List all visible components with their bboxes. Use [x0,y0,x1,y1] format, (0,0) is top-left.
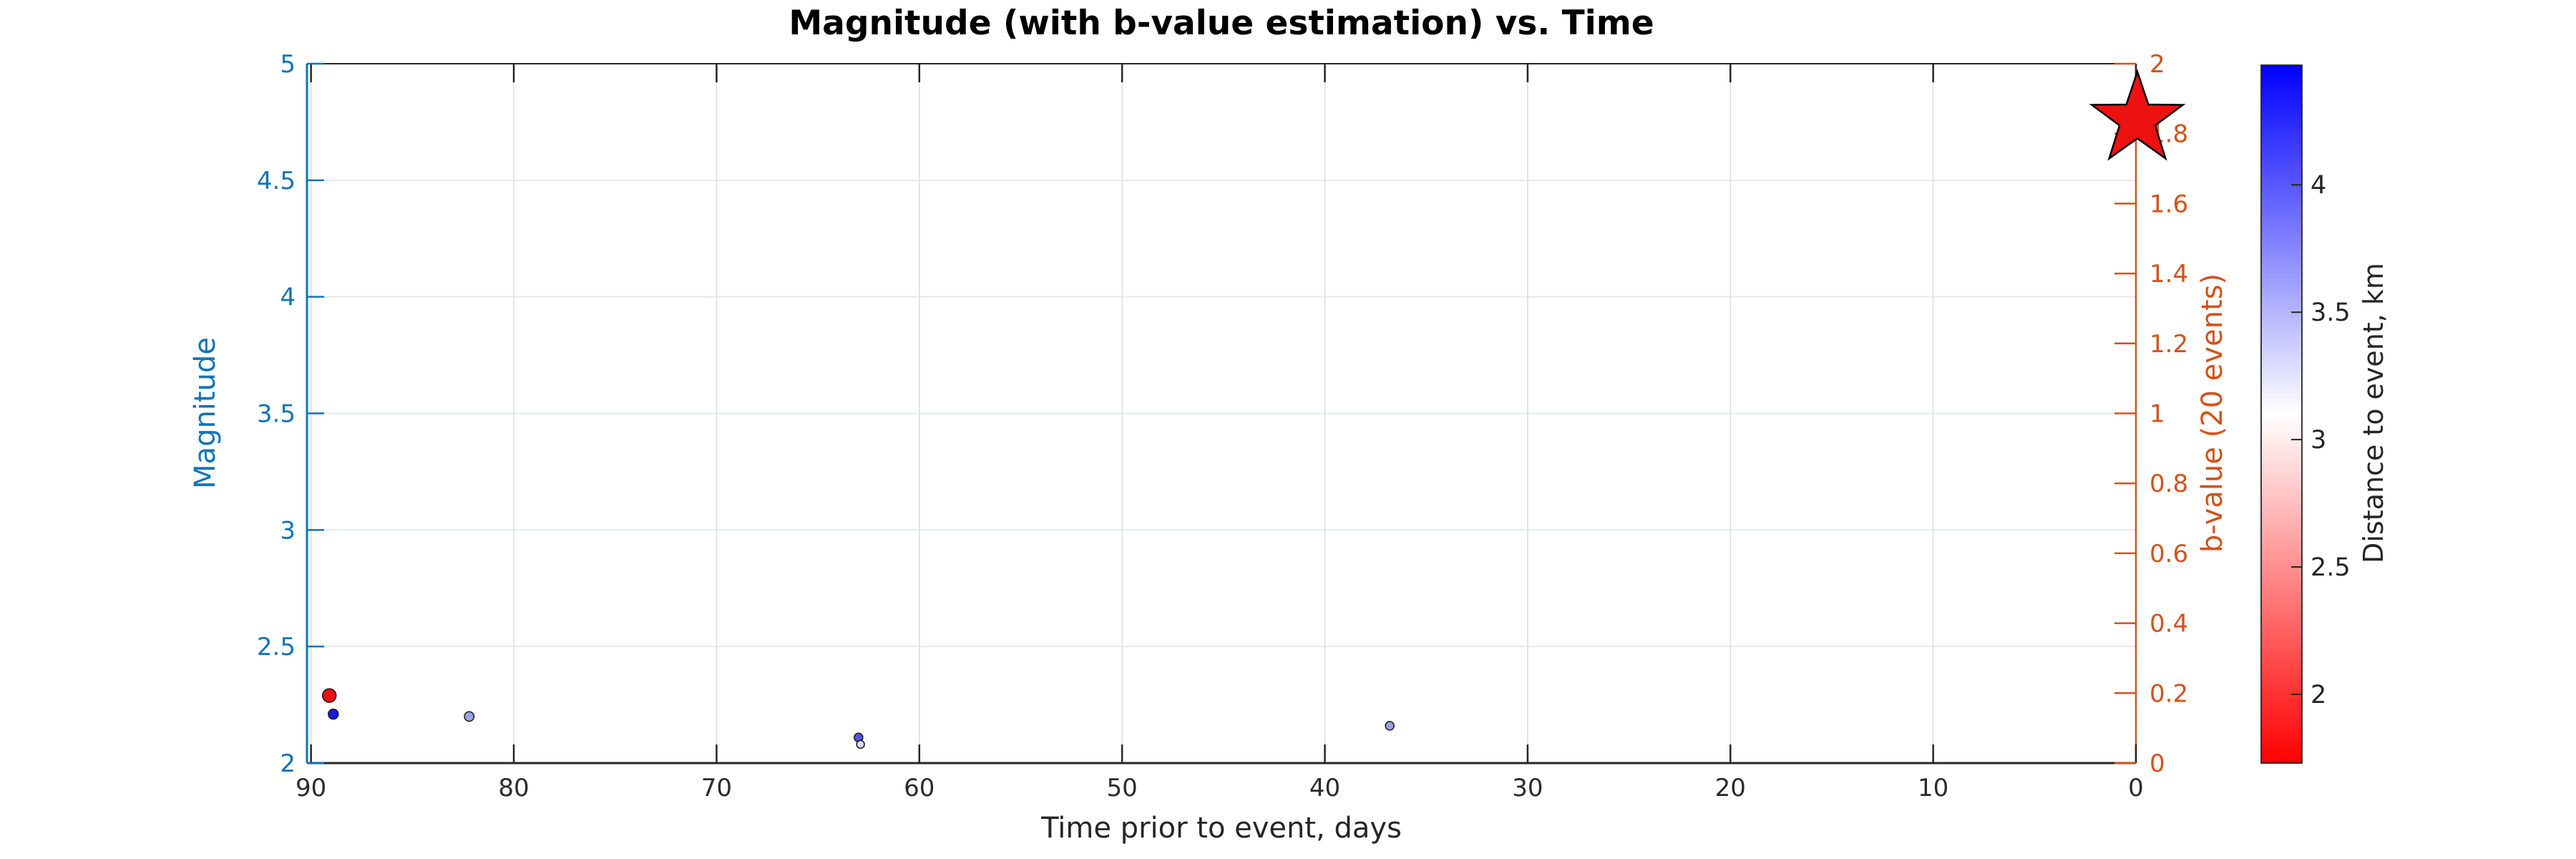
right-y-tick-label: 1.4 [2150,260,2188,288]
left-y-tick-label: 4 [280,283,296,312]
left-y-tick-label: 5 [280,50,296,79]
x-tick-label: 90 [296,774,326,802]
right-y-tick-label: 0.8 [2150,470,2188,498]
left-y-tick-label: 4.5 [257,167,296,195]
data-points [321,688,1395,749]
data-point [1385,721,1395,731]
data-point [321,688,337,703]
right-y-tick-label: 2 [2150,50,2165,79]
x-tick-label: 10 [1918,774,1948,802]
tick-labels: 90 80 70 60 50 40 30 20 10 022.533.544.5500.20.40… [257,50,2188,802]
right-y-tick-label: 1.2 [2150,330,2188,359]
x-tick-label: 70 [701,774,732,802]
chart-title: Magnitude (with b-value estimation) vs. … [789,4,1654,43]
x-tick-label: 20 [1715,774,1746,802]
right-y-tick-label: 0.2 [2150,679,2188,708]
right-y-axis-label: b-value (20 events) [2196,273,2229,553]
colorbar-gradient [2260,64,2303,764]
left-y-tick-label: 3 [280,516,296,545]
data-point [464,711,475,722]
colorbar-tick-label: 3.5 [2311,299,2351,327]
right-y-tick-label: 1.6 [2150,190,2188,218]
left-y-axis-label: Magnitude [189,337,222,489]
colorbar-tick-label: 2.5 [2311,553,2351,582]
x-tick-label: 0 [2128,774,2144,802]
gridlines [307,64,2136,763]
left-y-tick-label: 2 [280,749,296,778]
x-tick-label: 50 [1107,774,1138,802]
left-y-tick-label: 2.5 [257,633,296,661]
mainshock-star-marker [2089,69,2186,161]
colorbar-label: Distance to event, km [2358,263,2389,563]
data-point [856,739,865,749]
right-y-tick-label: 0 [2150,749,2165,778]
x-tick-label: 80 [498,774,529,802]
x-axis-label: Time prior to event, days [1040,812,1402,845]
colorbar: 2 2.5 3 3.5 4 [2260,64,2351,764]
right-y-tick-label: 0.6 [2150,540,2188,568]
colorbar-tick-label: 2 [2311,681,2326,709]
right-y-tick-label: 1 [2150,400,2165,429]
x-tick-label: 30 [1512,774,1543,802]
left-y-tick-label: 3.5 [257,400,296,429]
x-tick-label: 40 [1309,774,1340,802]
x-tick-label: 60 [904,774,935,802]
data-point [328,708,339,720]
mainshock-star [2089,69,2186,161]
colorbar-tick-label: 3 [2311,426,2326,455]
right-y-tick-label: 0.4 [2150,610,2188,639]
colorbar-tick-label: 4 [2311,171,2326,200]
